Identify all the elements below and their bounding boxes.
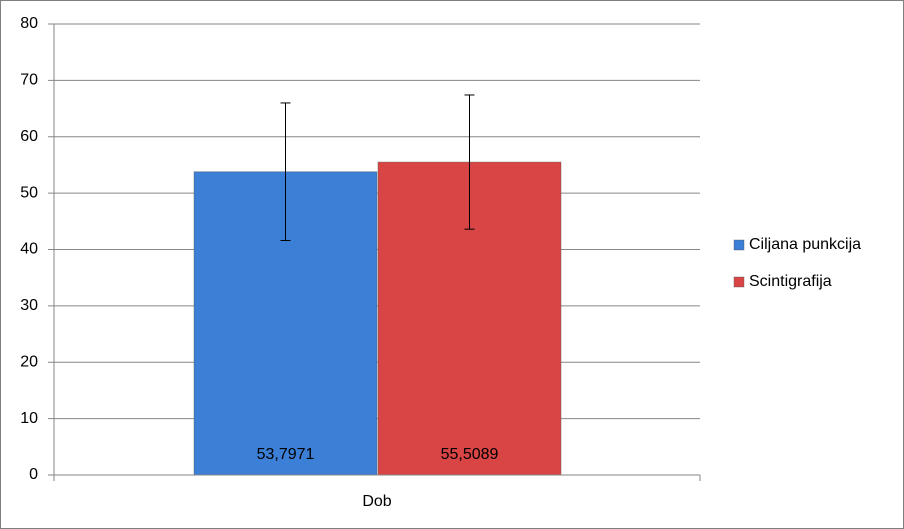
y-tick-label: 50 (20, 184, 38, 201)
y-tick-label: 40 (20, 241, 38, 258)
y-tick-label: 80 (20, 15, 38, 32)
y-tick-label: 60 (20, 128, 38, 145)
legend-label: Scintigrafija (749, 273, 832, 290)
legend-swatch (733, 239, 745, 251)
x-tick-label: Dob (362, 493, 391, 510)
value-label: 55,5089 (441, 446, 499, 463)
error-bar (280, 102, 291, 241)
legend-swatch (733, 276, 745, 288)
y-tick-label: 30 (20, 297, 38, 314)
error-bar (464, 94, 475, 230)
y-tick-label: 70 (20, 72, 38, 89)
value-label: 53,7971 (257, 446, 315, 463)
y-tick-label: 20 (20, 353, 38, 370)
y-tick-label: 0 (29, 466, 38, 483)
y-tick-label: 10 (20, 410, 38, 427)
legend-label: Ciljana punkcija (749, 236, 861, 253)
